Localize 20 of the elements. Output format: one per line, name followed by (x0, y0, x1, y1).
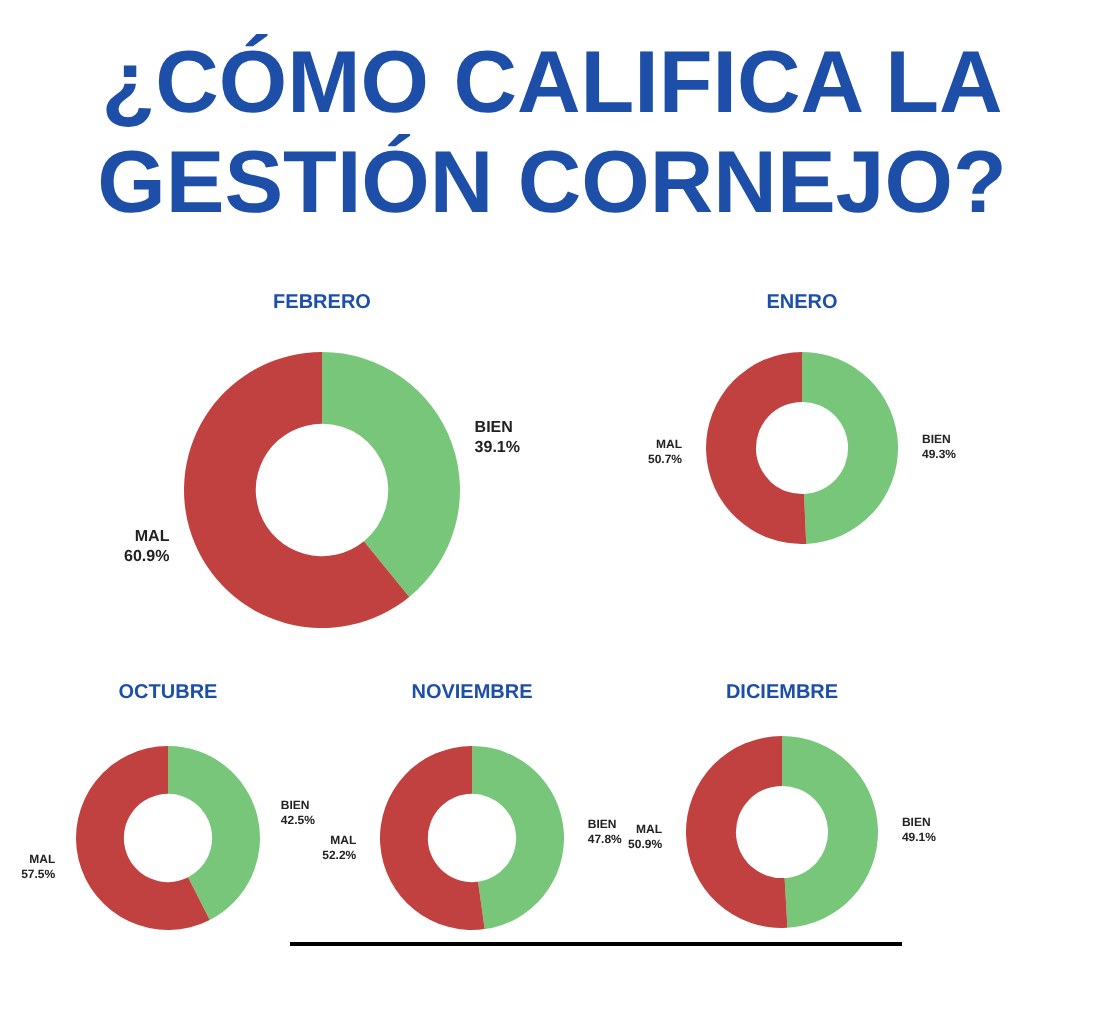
donut-slice (782, 736, 878, 928)
text: ¿CÓMO CALIFICA LA GESTIÓN CORNEJO? (97, 34, 1007, 232)
donut-slice (472, 746, 564, 930)
donut-slice (686, 736, 788, 928)
chart-title: DICIEMBRE (725, 682, 839, 704)
chart-title: NOVIEMBRE (411, 682, 534, 704)
donut-slice (76, 746, 210, 930)
data-label: 60.9% (124, 547, 170, 566)
donut-slice (322, 352, 460, 597)
slice-label: BIEN (474, 418, 514, 437)
chart-title: ENERO (766, 292, 838, 314)
donut-slice (184, 352, 410, 628)
donut-slice (380, 746, 485, 930)
slice-label: MAL (134, 527, 170, 546)
donut-slice (706, 352, 807, 544)
chart-title: OCTUBRE (118, 682, 219, 704)
chart-title: FEBRERO (273, 292, 372, 314)
donut-slice (168, 746, 260, 920)
donut-slice (802, 352, 898, 544)
data-label: 39.1% (474, 438, 520, 457)
